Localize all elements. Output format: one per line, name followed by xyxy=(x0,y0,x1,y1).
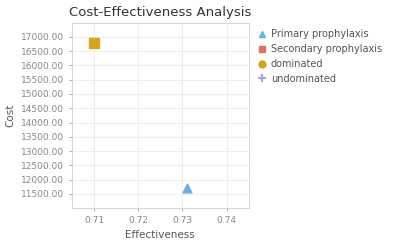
X-axis label: Effectiveness: Effectiveness xyxy=(126,231,195,240)
Legend: Primary prophylaxis, Secondary prophylaxis, dominated, undominated: Primary prophylaxis, Secondary prophylax… xyxy=(255,27,384,86)
Y-axis label: Cost: Cost xyxy=(6,104,16,127)
Title: Cost-Effectiveness Analysis: Cost-Effectiveness Analysis xyxy=(69,6,251,18)
Point xyxy=(184,186,190,190)
Point xyxy=(91,41,97,45)
Point xyxy=(91,41,97,45)
